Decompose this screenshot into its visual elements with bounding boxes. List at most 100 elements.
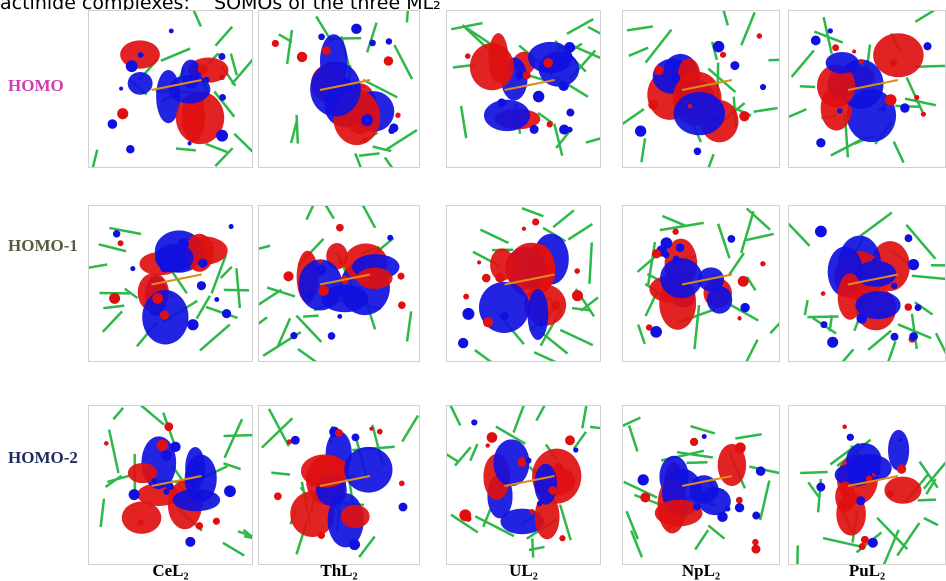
ligand-bond [906,225,935,259]
orbital-lobe [572,290,583,301]
orbital-lobe [318,33,325,40]
orbital-lobe [486,443,490,447]
orbital-lobe [694,148,702,156]
orbital-lobe [738,276,749,287]
row-label: HOMO-1 [8,236,90,256]
ligand-bond [298,349,316,362]
ligand-bond [258,317,267,329]
orbital-lobe [661,237,673,249]
ligand-bond [936,333,946,362]
row-label: HOMO-2 [8,448,90,468]
orbital-lobe [169,28,174,33]
ligand-bond [915,10,946,22]
orbital-lobe [891,333,899,341]
ligand-bond [385,157,410,168]
orbital-lobe [650,326,662,338]
ligand-bond [258,246,270,257]
orbital-lobe [548,486,557,495]
orbital-lobe [736,497,743,504]
ligand-bond [694,305,699,349]
ligand-bond [258,290,281,314]
orbital-lobe [693,503,701,511]
ligand-bond [325,205,334,219]
ligand-bond [542,333,568,354]
ligand-bond [589,242,591,283]
orbital-lobe [151,478,157,484]
orbital-image [622,405,780,565]
ligand-bond [223,543,244,556]
ligand-bond [622,418,640,427]
orbital-lobe [821,291,826,296]
orbital-image [446,10,601,168]
ligand-bond [840,349,853,362]
ligand-bond [800,472,828,473]
ligand-bond [297,115,298,144]
orbital-lobe [547,121,553,127]
ligand-bond [691,426,715,433]
ligand-bond [860,213,892,237]
orbital-lobe [477,260,481,264]
orbital-lobe [699,487,731,515]
ligand-bond [224,435,253,436]
orbital-image [88,205,253,362]
ligand-bond [760,481,769,521]
ligand-bond [402,415,418,441]
ligand-bond [271,473,290,475]
ligand-bond [789,109,806,116]
orbital-lobe [118,240,124,246]
ligand-bond [536,405,557,421]
orbital-lobe [322,46,331,55]
orbital-lobe [187,319,198,330]
orbital-lobe [297,52,307,62]
orbital-lobe [290,332,297,339]
ligand-bond [629,48,648,56]
orbital-lobe [751,545,760,554]
orbital-lobe [484,100,530,131]
ligand-bond [622,109,644,125]
orbital-lobe [873,33,923,77]
ligand-bond [92,150,97,168]
orbital-lobe [126,145,135,154]
orbital-lobe [905,234,913,242]
ligand-bond [586,136,601,142]
ligand-bond [800,86,815,87]
orbital-lobe [164,422,173,431]
orbital-lobe [516,62,522,68]
orbital-lobe [336,224,344,232]
ligand-bond [113,408,123,419]
column-label: UL₂ [444,561,604,581]
ligand-bond [269,409,289,446]
ligand-bond [356,205,375,228]
orbital-lobe [707,286,732,314]
orbital-lobe [881,108,885,112]
ligand-bond [588,27,601,38]
orbital-lobe [737,316,741,320]
orbital-lobe [395,113,400,118]
orbital-lobe [921,112,926,117]
ligand-bond [109,430,118,473]
orbital-lobe [462,308,474,320]
orbital-lobe [816,483,825,492]
orbital-lobe [567,127,573,133]
ligand-bond [534,352,571,362]
orbital-lobe [397,273,404,280]
orbital-lobe [820,321,827,328]
orbital-image [622,10,780,168]
column-label: CeL₂ [91,561,251,581]
orbital-lobe [109,293,120,304]
orbital-lobe [826,52,859,74]
orbital-lobe [739,111,749,121]
orbital-lobe [900,103,909,112]
ligand-bond [590,427,601,430]
orbital-lobe [915,304,922,311]
orbital-image [622,205,780,362]
ligand-bond [627,26,653,30]
ligand-bond [729,253,744,275]
orbital-lobe [847,477,853,483]
ligand-bond [231,54,237,76]
orbital-lobe [386,38,392,44]
orbital-lobe [725,506,730,511]
orbital-lobe [730,61,739,70]
orbital-lobe [185,537,195,547]
orbital-lobe [178,238,189,249]
